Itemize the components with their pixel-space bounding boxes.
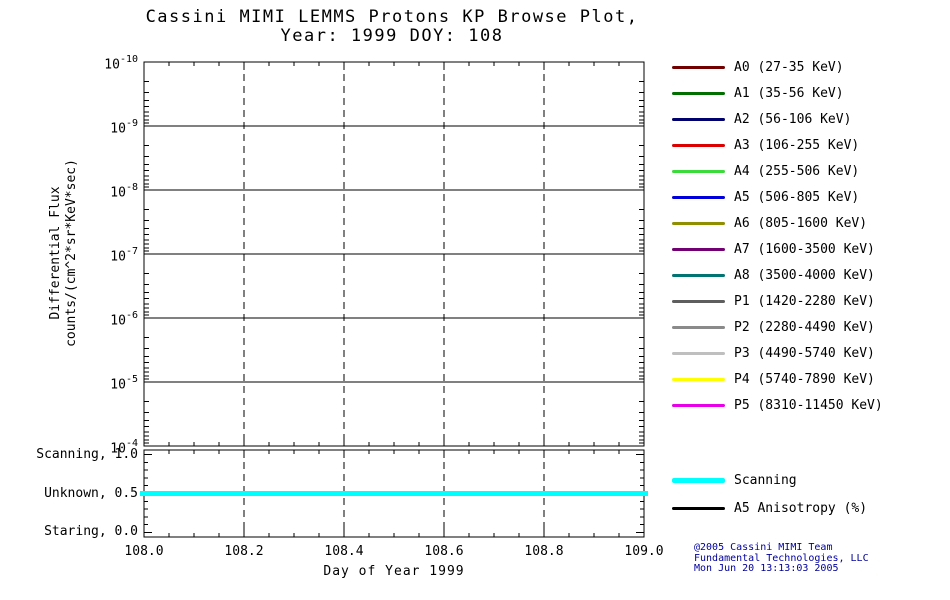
legend-line-swatch <box>672 247 725 251</box>
credits-line2: Fundamental Technologies, LLC <box>694 552 869 564</box>
x-tick-label: 109.0 <box>624 544 664 559</box>
plot-title-line2: Year: 1999 DOY: 108 <box>280 26 504 46</box>
legend-line-swatch <box>672 273 725 277</box>
credits-line1: @2005 Cassini MIMI Team <box>694 542 833 553</box>
legend-line-swatch <box>672 477 725 483</box>
y-tick-label: 10-5 <box>110 374 138 393</box>
legend-item: A5 Anisotropy (%) <box>672 494 867 522</box>
y-tick-label: 10-6 <box>110 310 138 329</box>
legend-label: A8 (3500-4000 KeV) <box>734 267 875 283</box>
legend-item: A8 (3500-4000 KeV) <box>672 262 883 288</box>
y-tick-label: 10-10 <box>104 54 138 73</box>
legend-line-swatch <box>672 299 725 303</box>
legend-line-swatch <box>672 506 725 510</box>
legend-item: P4 (5740-7890 KeV) <box>672 366 883 392</box>
legend-label: P1 (1420-2280 KeV) <box>734 293 875 309</box>
y-tick-label: 10-9 <box>110 118 138 137</box>
legend-item: A4 (255-506 KeV) <box>672 158 883 184</box>
plot-title-line1: Cassini MIMI LEMMS Protons KP Browse Plo… <box>145 7 639 27</box>
plot-title: Cassini MIMI LEMMS Protons KP Browse Plo… <box>92 8 692 46</box>
legend-line-swatch <box>672 351 725 355</box>
x-tick-label: 108.8 <box>524 544 564 559</box>
legend-line-swatch <box>672 403 725 407</box>
legend-item: P2 (2280-4490 KeV) <box>672 314 883 340</box>
legend-line-swatch <box>672 65 725 69</box>
legend-label: A3 (106-255 KeV) <box>734 137 860 153</box>
legend-label: Scanning <box>734 472 797 488</box>
legend-label: A5 Anisotropy (%) <box>734 500 868 516</box>
legend-line-swatch <box>672 221 725 225</box>
legend-line-swatch <box>672 117 725 121</box>
legend-line-swatch <box>672 169 725 173</box>
legend-label: A5 (506-805 KeV) <box>734 189 860 205</box>
legend-item: A2 (56-106 KeV) <box>672 106 883 132</box>
y-tick-label: 10-7 <box>110 246 138 265</box>
legend-item: A0 (27-35 KeV) <box>672 54 883 80</box>
x-tick-label: 108.4 <box>324 544 364 559</box>
legend-line-swatch <box>672 195 725 199</box>
y-tick-label: 10-8 <box>110 182 138 201</box>
legend-line-swatch <box>672 325 725 329</box>
legend-item: A7 (1600-3500 KeV) <box>672 236 883 262</box>
credits-line3: Mon Jun 20 13:13:03 2005 <box>694 563 839 574</box>
legend-item: P1 (1420-2280 KeV) <box>672 288 883 314</box>
legend-item: P5 (8310-11450 KeV) <box>672 392 883 418</box>
mode-legend: Scanning A5 Anisotropy (%) <box>672 466 867 522</box>
legend-label: A7 (1600-3500 KeV) <box>734 241 875 257</box>
legend-label: A6 (805-1600 KeV) <box>734 215 868 231</box>
legend-label: A0 (27-35 KeV) <box>734 59 844 75</box>
legend-label: P3 (4490-5740 KeV) <box>734 345 875 361</box>
legend-item: A6 (805-1600 KeV) <box>672 210 883 236</box>
legend-label: P5 (8310-11450 KeV) <box>734 397 883 413</box>
legend-line-swatch <box>672 377 725 381</box>
mode-tick-label: Staring, 0.0 <box>44 524 138 540</box>
legend-label: A4 (255-506 KeV) <box>734 163 860 179</box>
x-tick-label: 108.6 <box>424 544 464 559</box>
energy-channel-legend: A0 (27-35 KeV) A1 (35-56 KeV) A2 (56-106 K… <box>672 54 883 418</box>
legend-item: A1 (35-56 KeV) <box>672 80 883 106</box>
legend-label: A1 (35-56 KeV) <box>734 85 844 101</box>
credits: @2005 Cassini MIMI Team Fundamental Tech… <box>694 542 869 575</box>
mode-tick-label: Unknown, 0.5 <box>44 485 138 501</box>
legend-line-swatch <box>672 143 725 147</box>
legend-item: A3 (106-255 KeV) <box>672 132 883 158</box>
x-tick-label: 108.0 <box>124 544 164 559</box>
x-axis-title: Day of Year 1999 <box>323 564 465 579</box>
legend-label: P4 (5740-7890 KeV) <box>734 371 875 387</box>
legend-label: P2 (2280-4490 KeV) <box>734 319 875 335</box>
mode-tick-label: Scanning, 1.0 <box>36 446 138 462</box>
x-tick-label: 108.2 <box>224 544 264 559</box>
y-tick-label: 10-4 <box>110 438 138 457</box>
legend-line-swatch <box>672 91 725 95</box>
legend-item: P3 (4490-5740 KeV) <box>672 340 883 366</box>
legend-item: A5 (506-805 KeV) <box>672 184 883 210</box>
legend-item: Scanning <box>672 466 867 494</box>
legend-label: A2 (56-106 KeV) <box>734 111 852 127</box>
